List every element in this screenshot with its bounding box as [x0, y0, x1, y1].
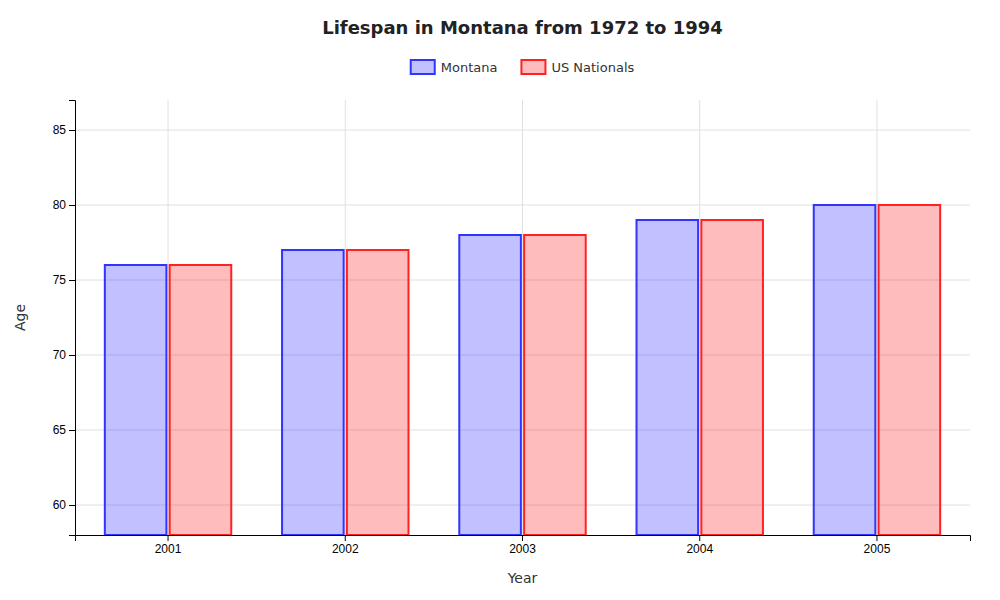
tick-mark [69, 505, 75, 506]
legend-label: US Nationals [551, 60, 634, 75]
tick: 60 [53, 498, 75, 512]
bar [170, 265, 232, 535]
legend-item: US Nationals [521, 60, 634, 75]
tick-label: 2002 [332, 542, 359, 556]
chart: 60 65 70 75 80 85 2001 2002 2003 2004 2005 Year Age L… [0, 0, 1000, 600]
tick-label: 2001 [155, 542, 182, 556]
tick-mark [168, 535, 169, 541]
legend-item: Montana [411, 60, 498, 75]
tick-mark [345, 535, 346, 541]
tick: 65 [53, 423, 75, 437]
tick: 2002 [332, 535, 359, 556]
tick: 85 [53, 123, 75, 137]
tick: 2004 [686, 535, 713, 556]
tick: 2003 [509, 535, 536, 556]
tick-label: 70 [53, 348, 67, 362]
bar [347, 250, 409, 535]
tick: 2005 [864, 535, 891, 556]
tick: 80 [53, 198, 75, 212]
bar [105, 265, 167, 535]
legend: Montana US Nationals [411, 60, 635, 75]
tick-label: 2003 [509, 542, 536, 556]
tick-mark [69, 355, 75, 356]
tick-mark [876, 535, 877, 541]
grid-line-x [522, 100, 523, 535]
x-axis-title: Year [507, 570, 538, 586]
grid-line-x [345, 100, 346, 535]
tick-label: 85 [53, 123, 67, 137]
plot: 60 65 70 75 80 85 2001 2002 2003 2004 2005 Year Age [12, 100, 971, 586]
tick-mark [699, 535, 700, 541]
tick-mark [69, 130, 75, 131]
title: Lifespan in Montana from 1972 to 1994 [322, 17, 723, 38]
legend-swatch [521, 60, 545, 74]
tick-label: 2004 [686, 542, 713, 556]
legend-label: Montana [441, 60, 498, 75]
tick: 2001 [155, 535, 182, 556]
x-axis: 2001 2002 2003 2004 2005 [76, 535, 971, 556]
bars [105, 205, 940, 535]
tick-label: 65 [53, 423, 67, 437]
tick: 75 [53, 273, 75, 287]
tick-label: 80 [53, 198, 67, 212]
grid-line-x [876, 100, 877, 535]
y-axis: 60 65 70 75 80 85 [53, 101, 76, 536]
tick-mark [69, 430, 75, 431]
tick-label: 2005 [864, 542, 891, 556]
bar [459, 235, 521, 535]
grid [75, 100, 970, 535]
y-axis-title: Age [12, 304, 28, 331]
legend-swatch [411, 60, 435, 74]
bar [879, 205, 941, 535]
tick-mark [69, 280, 75, 281]
tick: 70 [53, 348, 75, 362]
tick-label: 75 [53, 273, 67, 287]
grid-line-x [699, 100, 700, 535]
tick-mark [69, 205, 75, 206]
bar [637, 220, 699, 535]
axis-line [69, 101, 76, 536]
tick-mark [522, 535, 523, 541]
axis-line [76, 536, 971, 542]
tick-label: 60 [53, 498, 67, 512]
grid-line-x [168, 100, 169, 535]
bar [524, 235, 586, 535]
bar [701, 220, 763, 535]
bar [282, 250, 344, 535]
bar [814, 205, 876, 535]
